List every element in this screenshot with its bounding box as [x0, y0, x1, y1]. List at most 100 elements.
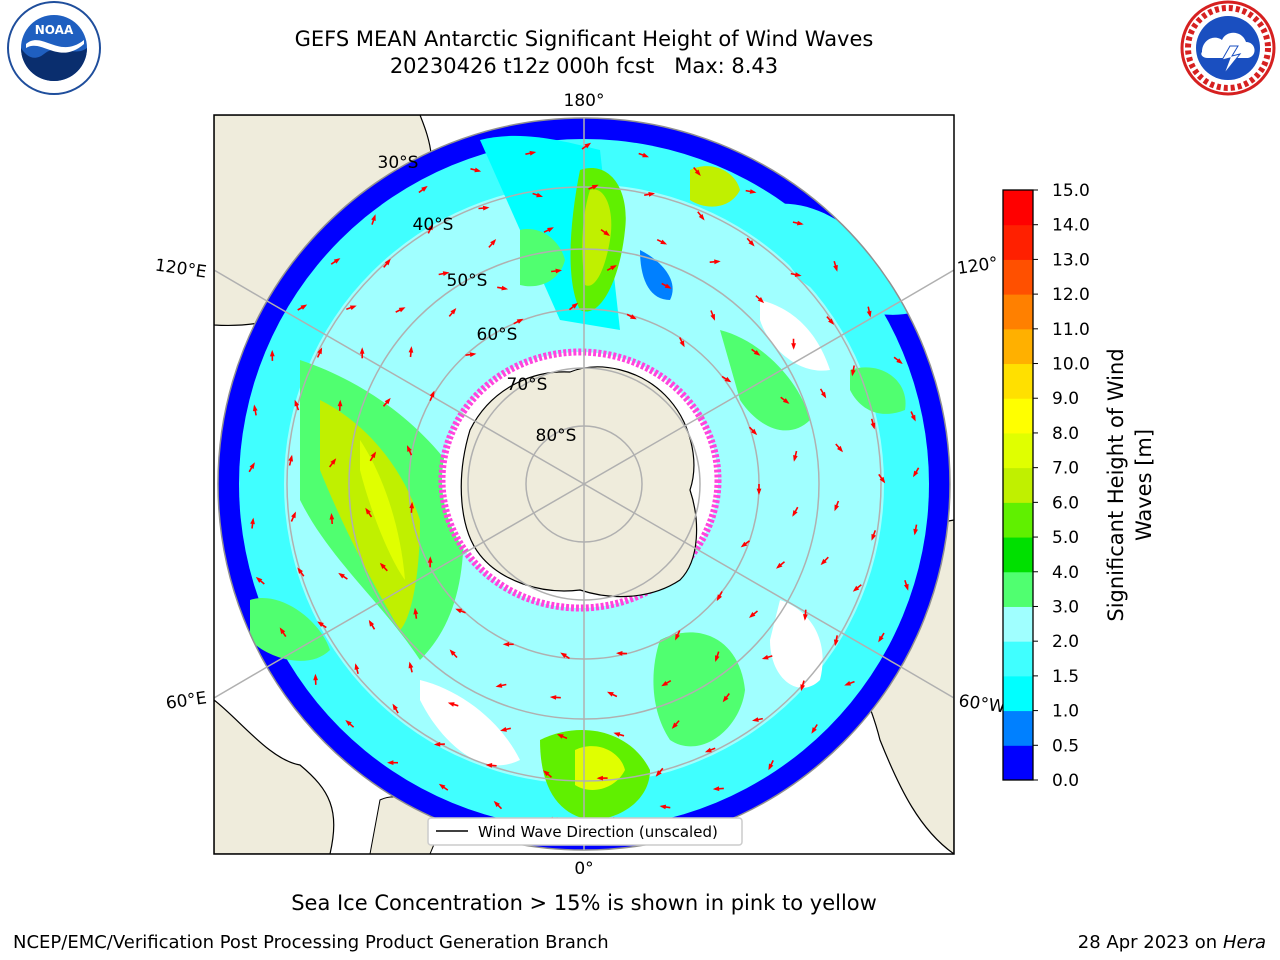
wave-direction-arrowhead: [529, 150, 537, 156]
wave-direction-arrowhead: [330, 458, 337, 465]
wave-direction-arrowhead: [714, 259, 721, 265]
wave-direction-arrowhead: [317, 621, 324, 627]
colorbar-tick-label: 1.5: [1052, 667, 1079, 687]
wave-direction-arrowhead: [455, 608, 463, 614]
wave-direction-arrowhead: [749, 612, 756, 618]
wave-direction-arrowhead: [820, 558, 827, 566]
wave-direction-arrowhead: [834, 504, 839, 512]
wave-direction-arrowhead: [370, 451, 377, 459]
wave-direction-arrowhead: [756, 488, 762, 495]
wave-direction-arrowhead: [288, 454, 293, 462]
wave-direction-arrowhead: [837, 445, 843, 453]
colorbar-segment: [1003, 398, 1033, 434]
wave-direction-arrowhead: [715, 655, 720, 662]
chart-subtitle: 20230426 t12z 000h fcst Max: 8.43: [389, 54, 779, 78]
lon-label-60e: 60°E: [165, 688, 208, 713]
colorbar-segment: [1003, 432, 1033, 469]
wave-direction-arrowhead: [607, 691, 614, 697]
wave-direction-arrowhead: [495, 683, 503, 688]
wave-direction-arrowhead: [913, 470, 919, 478]
wave-direction-arrowhead: [852, 585, 860, 592]
wave-direction-arrowhead: [349, 305, 357, 310]
wave-direction-arrowhead: [337, 399, 343, 407]
national-weather-service-logo: [1180, 0, 1276, 96]
wave-direction-arrowhead: [866, 310, 872, 318]
wave-direction-arrowhead: [648, 192, 655, 197]
sea-ice-note: Sea Ice Concentration > 15% is shown in …: [291, 891, 877, 915]
lat-label-80s: 80°S: [536, 426, 577, 446]
colorbar-tick-label: 12.0: [1052, 285, 1090, 305]
lon-label-60w: 60°W: [957, 691, 1006, 717]
wave-direction-arrowhead: [879, 476, 886, 484]
wave-direction-arrowhead: [474, 167, 482, 173]
wave-direction-arrowhead: [904, 583, 909, 591]
wave-direction-arrowhead: [359, 347, 365, 354]
wave-direction-arrowhead: [820, 391, 827, 399]
wave-direction-arrowhead: [655, 770, 662, 777]
wave-direction-arrowhead: [591, 184, 599, 190]
wave-direction-arrowhead: [792, 510, 798, 517]
wave-direction-arrowhead: [664, 283, 672, 289]
legend-label: Wind Wave Direction (unscaled): [478, 823, 718, 841]
colorbar-tick-label: 11.0: [1052, 320, 1090, 340]
colorbar-tick-label: 9.0: [1052, 389, 1079, 409]
colorbar-segment: [1003, 641, 1033, 677]
wave-direction-arrowhead: [610, 265, 617, 271]
wave-direction-arrowhead: [447, 702, 455, 707]
wave-direction-arrowhead: [384, 397, 391, 405]
wave-direction-arrowhead: [255, 576, 263, 583]
wave-direction-arrowhead: [794, 272, 802, 277]
wave-direction-arrowhead: [768, 763, 774, 771]
svg-text:NOAA: NOAA: [35, 23, 74, 37]
wave-direction-arrowhead: [793, 455, 798, 462]
wind-wave-direction-arrows: [248, 142, 920, 824]
colorbar-segment: [1003, 190, 1033, 226]
wave-direction-arrowhead: [749, 189, 757, 194]
africa-land: [214, 699, 335, 854]
wave-direction-arrowhead: [870, 422, 876, 430]
wave-direction-arrowhead: [694, 169, 701, 176]
wave-direction-arrowhead: [549, 695, 557, 700]
wave-direction-arrowhead: [409, 501, 415, 509]
wave-direction-arrowhead: [782, 398, 790, 404]
wave-direction-arrowhead: [392, 703, 398, 711]
wave-direction-arrowhead: [679, 340, 685, 348]
colorbar-segment: [1003, 224, 1033, 260]
colorbar-tick-label: 4.0: [1052, 563, 1079, 583]
colorbar: 0.0 0.5 1.0 1.5 2.0 3.0 4.0 5.0 6.0 7.0 8.0 9.0 10.0…: [1002, 181, 1090, 791]
wave-direction-arrowhead: [752, 717, 759, 722]
colorbar-tick-label: 5.0: [1052, 528, 1079, 548]
wave-direction-arrowhead: [844, 681, 851, 686]
wave-direction-arrowhead: [333, 258, 341, 264]
wave-direction-arrowhead: [252, 404, 258, 412]
colorbar-frame: [1002, 189, 1034, 781]
wave-direction-arrowhead: [368, 619, 375, 627]
wave-direction-arrowhead: [249, 462, 255, 469]
wave-direction-arrowhead: [408, 661, 414, 669]
wave-direction-arrowhead: [428, 223, 434, 231]
wave-direction-arrowhead: [596, 775, 603, 781]
wave-direction-arrowhead: [294, 399, 300, 407]
colorbar-tick-label: 6.0: [1052, 493, 1079, 513]
colorbar-tick-label: 13.0: [1052, 250, 1090, 270]
footer-credit: NCEP/EMC/Verification Post Processing Pr…: [13, 932, 609, 953]
wave-direction-arrowhead: [710, 313, 715, 321]
wave-direction-arrowhead: [613, 732, 621, 737]
wave-direction-arrowhead: [371, 214, 376, 221]
wave-direction-arrowhead: [671, 722, 678, 729]
wave-direction-arrowhead: [751, 428, 758, 436]
footer-system: Hera: [1222, 932, 1266, 953]
wave-direction-arrowhead: [811, 727, 817, 734]
colorbar-tick-label: 1.0: [1052, 702, 1079, 722]
wave-direction-arrowhead: [384, 258, 391, 266]
wave-direction-arrowhead: [753, 350, 761, 356]
colorbar-label-line2: Waves [m]: [1132, 429, 1156, 541]
wave-direction-arrowhead: [379, 562, 386, 569]
colorbar-tick-label: 7.0: [1052, 459, 1079, 479]
colorbar-label-line1: Significant Height of Wind: [1104, 348, 1128, 621]
wave-direction-arrowhead: [724, 376, 732, 383]
wave-direction-arrowhead: [833, 264, 838, 272]
wave-direction-arrowhead: [516, 318, 524, 324]
colorbar-tick-label: 8.0: [1052, 424, 1079, 444]
